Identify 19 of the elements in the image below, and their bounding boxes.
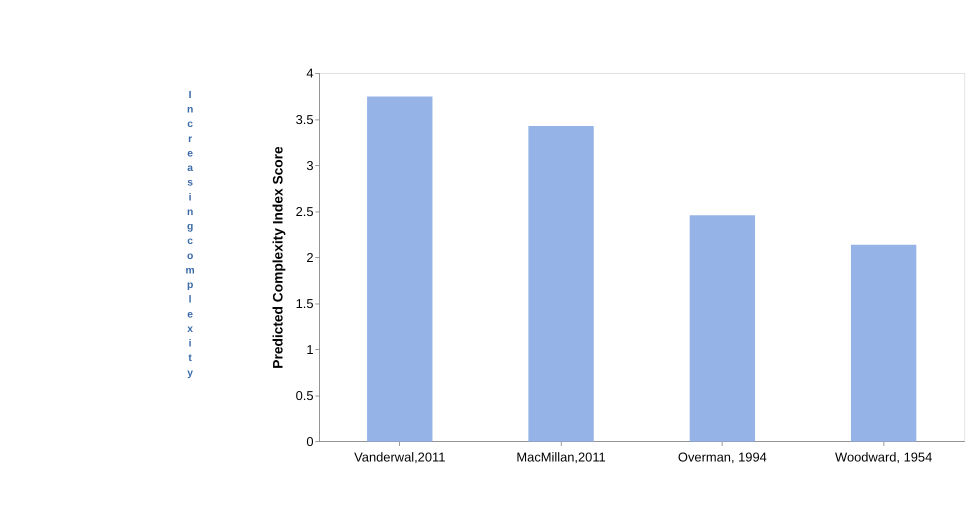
x-tick-label: Vanderwal,2011 — [354, 449, 446, 464]
bar — [367, 96, 432, 442]
y-tick-label: 3 — [306, 158, 314, 173]
y-tick-label: 0.5 — [296, 388, 314, 403]
y-tick-label: 3.5 — [296, 112, 314, 127]
y-tick-label: 4 — [306, 66, 314, 81]
x-tick-label: MacMillan,2011 — [516, 449, 606, 464]
x-tick-label: Overman, 1994 — [678, 449, 767, 464]
y-tick-label: 1.5 — [296, 296, 314, 311]
y-tick-label: 1 — [306, 342, 314, 357]
bar — [528, 126, 594, 442]
text: Increasing complexity — [186, 90, 195, 379]
y-axis-title: Predicted Complexity Index Score — [270, 146, 286, 369]
y-tick-label: 0 — [306, 434, 314, 449]
bar — [690, 215, 756, 442]
y-tick-label: 2.5 — [296, 204, 314, 219]
y-tick-label: 2 — [306, 250, 314, 265]
x-tick-label: Woodward, 1954 — [835, 449, 932, 464]
bar — [850, 244, 916, 442]
